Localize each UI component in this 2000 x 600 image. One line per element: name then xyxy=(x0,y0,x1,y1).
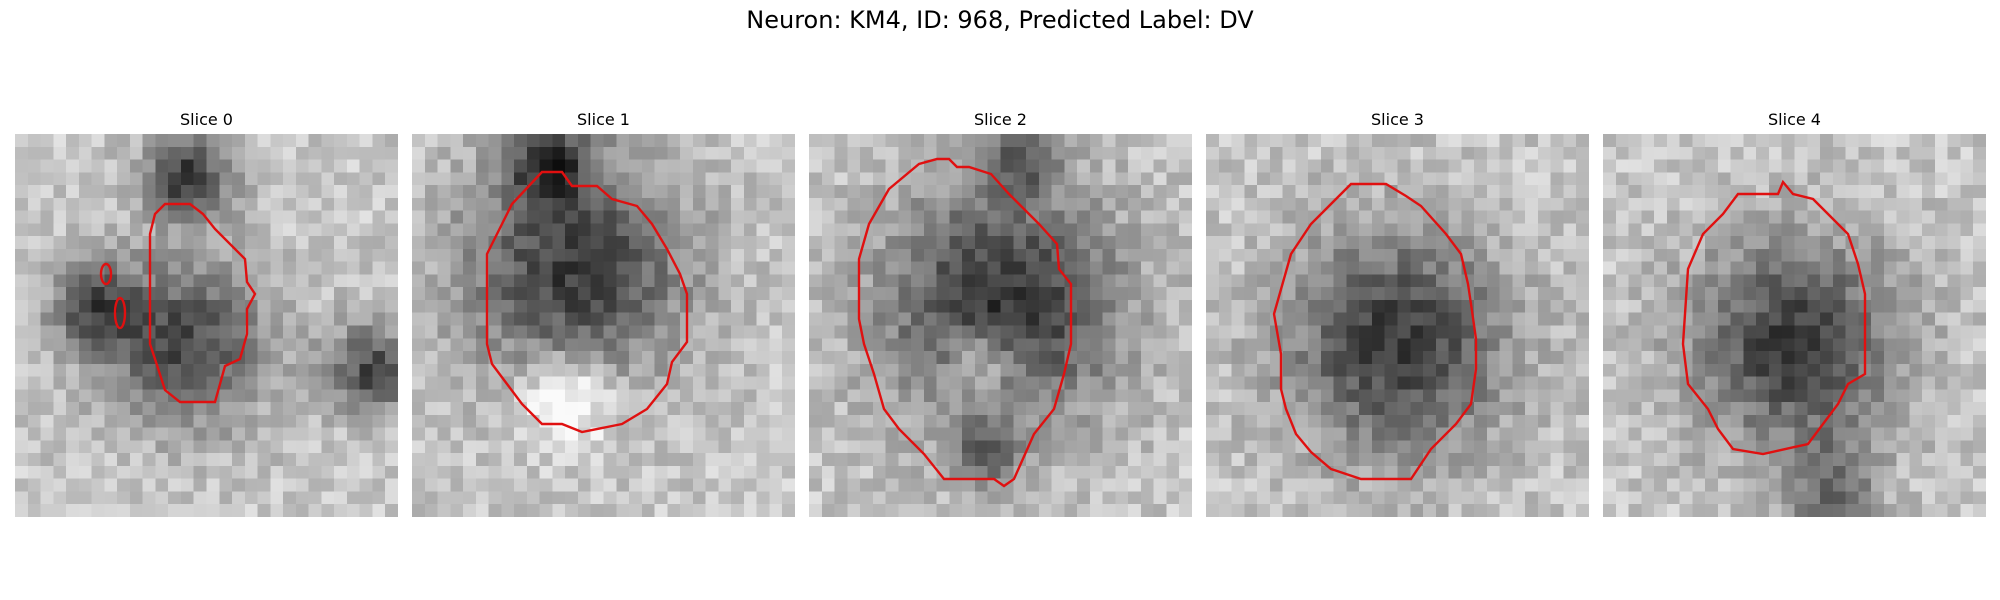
slice-title: Slice 2 xyxy=(974,110,1027,129)
slice-panel-1: Slice 1 xyxy=(412,110,795,517)
slice-panel-4: Slice 4 xyxy=(1603,110,1986,517)
contour-overlay xyxy=(1681,179,1867,456)
roi-contour xyxy=(148,202,257,404)
contour-overlay xyxy=(857,157,1073,488)
slice-image xyxy=(1603,134,1986,517)
slice-image xyxy=(15,134,398,517)
slice-panel-2: Slice 2 xyxy=(809,110,1192,517)
slice-panel-3: Slice 3 xyxy=(1206,110,1589,517)
slice-image xyxy=(809,134,1192,517)
slice-title: Slice 3 xyxy=(1371,110,1424,129)
roi-contour xyxy=(99,262,113,286)
roi-contour xyxy=(1272,182,1478,481)
contour-overlay xyxy=(1272,182,1478,481)
roi-contour xyxy=(485,170,689,434)
slice-panel-0: Slice 0 xyxy=(15,110,398,517)
slice-title: Slice 1 xyxy=(577,110,630,129)
slice-title: Slice 0 xyxy=(180,110,233,129)
roi-contour xyxy=(857,157,1073,488)
slice-image xyxy=(1206,134,1589,517)
roi-contour xyxy=(113,296,127,330)
slice-image xyxy=(412,134,795,517)
roi-contour xyxy=(1681,179,1867,456)
grayscale-image xyxy=(412,134,795,517)
grayscale-image xyxy=(809,134,1192,517)
grayscale-image xyxy=(15,134,398,517)
figure-title: Neuron: KM4, ID: 968, Predicted Label: D… xyxy=(746,6,1254,34)
contour-overlay xyxy=(485,170,689,434)
grayscale-image xyxy=(1603,134,1986,517)
contour-overlay xyxy=(99,202,257,404)
grayscale-image xyxy=(1206,134,1589,517)
slice-title: Slice 4 xyxy=(1768,110,1821,129)
